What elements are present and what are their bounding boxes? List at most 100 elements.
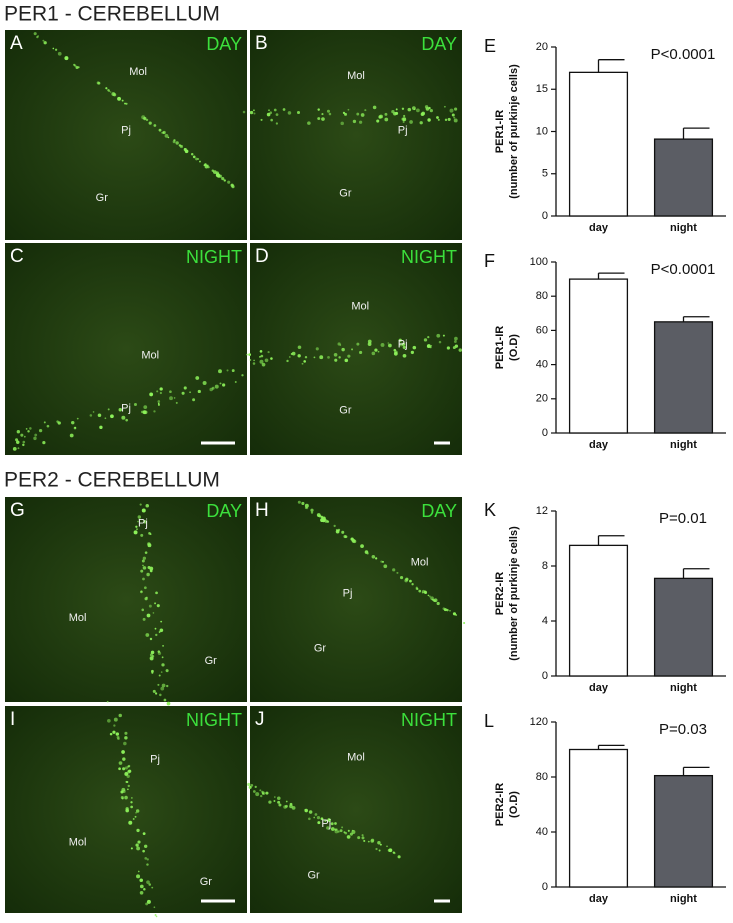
cell-dot (140, 590, 143, 593)
cell-dot (241, 374, 244, 377)
panel-letter: B (255, 33, 268, 54)
cell-dot (253, 112, 256, 115)
bar (653, 774, 714, 888)
cell-dot (140, 533, 144, 537)
cell-dot (259, 789, 262, 792)
x-tick-label: day (589, 439, 609, 451)
cell-dot (142, 577, 145, 581)
cell-dot (148, 883, 152, 886)
cell-dot (135, 809, 140, 813)
cell-dot (347, 829, 350, 832)
cell-dot (367, 342, 372, 346)
cell-dot (346, 835, 351, 839)
cell-dot (255, 792, 260, 797)
cell-dot (157, 402, 160, 405)
cell-dot (330, 827, 335, 831)
cell-dot (327, 818, 331, 822)
cell-dot (161, 131, 164, 134)
cell-dot (145, 633, 150, 637)
cell-dot (192, 155, 196, 159)
cell-dot (64, 56, 69, 61)
y-tick-label: 40 (536, 359, 548, 371)
cell-dot (199, 160, 201, 163)
x-tick-label: night (670, 893, 697, 905)
condition-label: DAY (206, 501, 242, 521)
cell-dot (340, 121, 344, 126)
region-label: Pj (398, 339, 408, 351)
panel-letter: G (10, 500, 25, 521)
cell-dot (146, 858, 149, 861)
panel-letter: A (10, 33, 23, 54)
cell-dot (398, 338, 402, 342)
cell-dot (127, 788, 129, 791)
cell-dot (29, 427, 32, 430)
cell-dot (261, 362, 266, 367)
cell-dot (105, 87, 108, 90)
y-axis-label: PER2-IR (494, 572, 506, 615)
cell-dot (252, 790, 256, 793)
cell-dot (135, 811, 137, 814)
cell-dot (273, 796, 276, 798)
cell-dot (159, 387, 163, 391)
cell-dot (248, 785, 252, 789)
cell-dot (453, 340, 457, 343)
cell-dot (335, 529, 340, 534)
cell-dot (143, 844, 148, 849)
cell-dot (351, 348, 354, 351)
cell-dot (334, 358, 338, 362)
cell-dot (270, 357, 273, 360)
y-tick-label: 100 (530, 256, 548, 268)
cell-dot (247, 782, 251, 787)
cell-dot (158, 674, 161, 677)
cell-dot (153, 124, 157, 127)
cell-dot (175, 401, 178, 404)
cell-dot (109, 732, 113, 736)
cell-dot (124, 731, 128, 735)
cell-dot (339, 344, 342, 346)
cell-dot (453, 118, 458, 123)
cell-dot (393, 351, 398, 356)
cell-dot (384, 112, 388, 116)
cell-dot (409, 579, 412, 583)
region-label: Mol (351, 301, 369, 313)
p-value: P=0.01 (659, 510, 707, 527)
cell-dot (449, 609, 451, 612)
cell-dot (266, 112, 271, 117)
cell-dot (157, 400, 161, 403)
cell-dot (343, 831, 346, 834)
cell-dot (425, 107, 430, 111)
cell-dot (43, 421, 46, 424)
cell-dot (347, 108, 350, 111)
region-label: Mol (411, 557, 429, 569)
cell-dot (322, 519, 325, 523)
cell-dot (265, 791, 269, 795)
cell-dot (192, 398, 196, 402)
cell-dot (131, 797, 133, 799)
cell-dot (442, 334, 445, 337)
cell-dot (313, 356, 316, 359)
cell-dot (152, 612, 155, 614)
region-label: Gr (96, 192, 109, 204)
cell-dot (231, 185, 235, 189)
cell-dot (321, 113, 324, 116)
y-tick-label: 0 (542, 670, 548, 682)
region-label: Pj (121, 402, 131, 414)
cell-dot (163, 698, 167, 702)
cell-dot (107, 408, 110, 411)
cell-dot (161, 663, 165, 667)
cell-dot (396, 571, 399, 574)
cell-dot (383, 564, 388, 569)
panel-letter: H (255, 500, 269, 521)
cell-dot (97, 413, 102, 417)
cell-dot (145, 902, 149, 906)
cell-dot (253, 359, 255, 362)
cell-dot (110, 414, 114, 419)
cell-dot (107, 718, 111, 723)
cell-dot (352, 119, 357, 124)
panel-letter: E (484, 36, 496, 56)
cell-dot (71, 420, 75, 425)
cell-dot (136, 846, 141, 851)
cell-dot (401, 342, 406, 346)
cell-dot (361, 834, 364, 837)
cell-dot (121, 750, 125, 754)
